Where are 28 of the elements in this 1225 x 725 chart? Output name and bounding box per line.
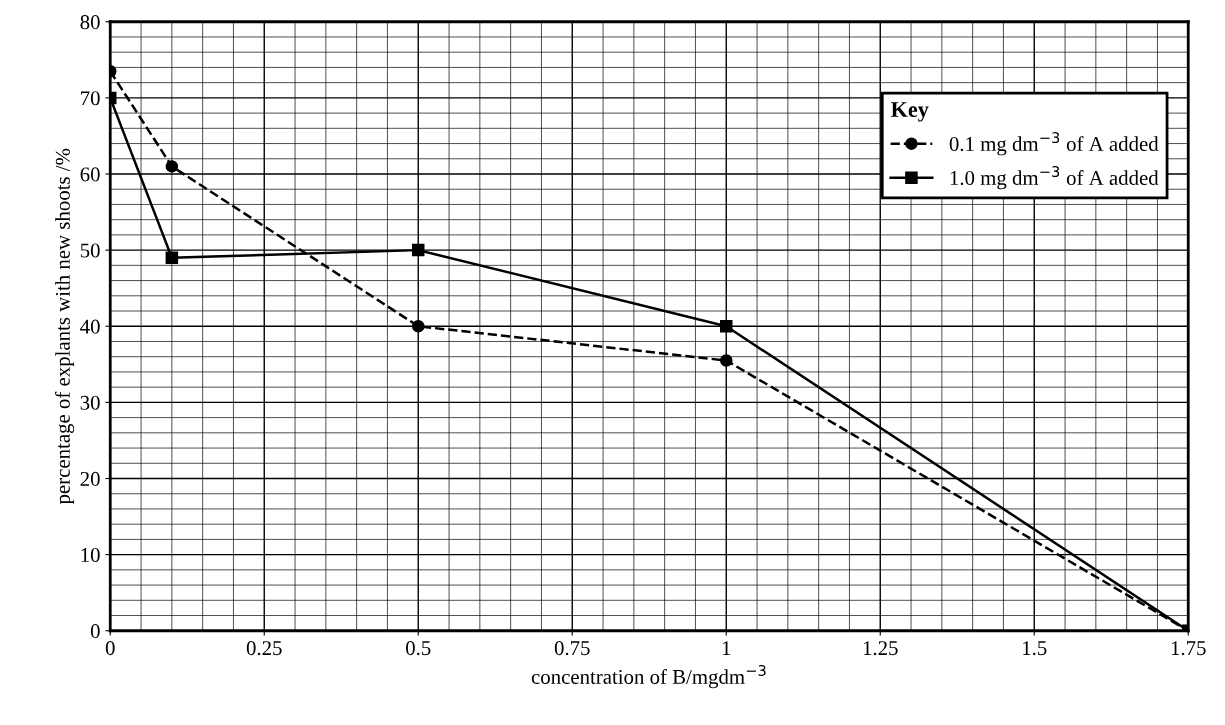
y-tick-label: 60 [80, 167, 100, 182]
y-axis-title: percentage of explants with new shoots /% [54, 148, 75, 505]
point [719, 319, 733, 333]
x-tick-label: 1.25 [863, 641, 898, 656]
legend-label: 1.0 mg dm$^{−3}$ of A added [950, 165, 1159, 190]
x-tick-label: 0.5 [406, 641, 431, 656]
y-tick-label: 20 [80, 471, 100, 486]
y-tick-label: 40 [80, 319, 100, 334]
x-tick-label: 0.75 [554, 641, 590, 656]
y-tick-label: 50 [80, 243, 100, 258]
legend-title: Key [890, 102, 929, 122]
y-tick-label: 0 [90, 624, 100, 639]
point [719, 354, 733, 367]
y-tick-label: 30 [80, 395, 100, 410]
y-tick-label: 70 [81, 91, 100, 106]
x-tick-label: 0 [105, 641, 115, 656]
point [411, 319, 425, 333]
x-axis-title: concentration of B/mgdm$^{−3}$ [531, 664, 766, 689]
point [165, 160, 179, 173]
point [411, 243, 425, 257]
x-tick-label: 0.25 [246, 641, 282, 656]
y-tick-label: 10 [81, 548, 100, 563]
x-tick-label: 1.5 [1023, 641, 1047, 656]
legend-label: 0.1 mg dm$^{−3}$ of A added [949, 132, 1159, 156]
x-tick-label: 1.75 [1171, 641, 1206, 656]
x-tick-label: 1 [722, 641, 731, 655]
y-tick-label: 80 [80, 15, 100, 30]
point [165, 251, 179, 264]
